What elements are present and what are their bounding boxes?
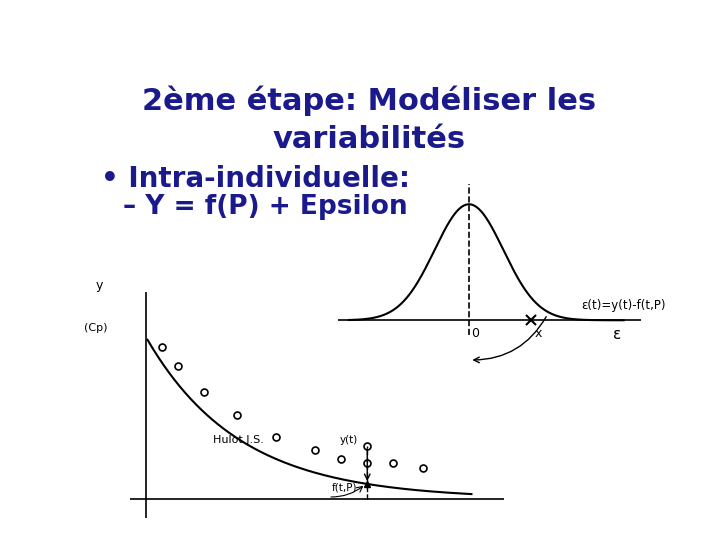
Text: y(t): y(t) xyxy=(339,435,358,444)
Text: ε(t)=y(t)-f(t,P): ε(t)=y(t)-f(t,P) xyxy=(581,300,665,313)
Text: – Y = f(P) + Epsilon: – Y = f(P) + Epsilon xyxy=(124,194,408,220)
Text: • Intra-individuelle:: • Intra-individuelle: xyxy=(101,165,410,193)
Text: (Cp): (Cp) xyxy=(84,323,108,333)
Text: ε: ε xyxy=(613,327,621,342)
Text: x: x xyxy=(534,327,541,340)
Text: Hulot J.S.: Hulot J.S. xyxy=(213,435,264,445)
Text: variabilités: variabilités xyxy=(272,125,466,154)
Text: 0: 0 xyxy=(471,327,479,340)
Text: y: y xyxy=(96,279,104,292)
Text: 2ème étape: Modéliser les: 2ème étape: Modéliser les xyxy=(142,85,596,116)
Text: f(t,P): f(t,P) xyxy=(332,482,358,492)
